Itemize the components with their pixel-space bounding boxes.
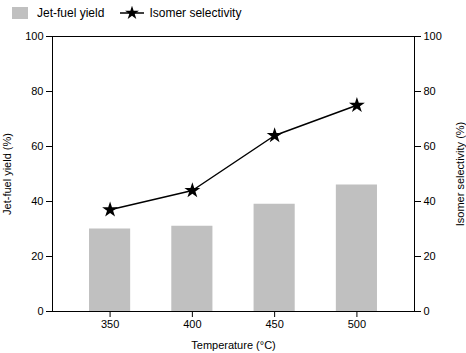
html-text:Isomer selectivity: Isomer selectivity xyxy=(149,6,242,20)
svg-text:Isomer selectivity (%): Isomer selectivity (%) xyxy=(454,122,466,227)
svg-text:40: 40 xyxy=(31,195,43,207)
svg-text:20: 20 xyxy=(31,250,43,262)
svg-text:0: 0 xyxy=(37,305,43,317)
svg-text:Temperature (°C): Temperature (°C) xyxy=(191,339,275,351)
svg-text:100: 100 xyxy=(424,30,442,42)
svg-text:40: 40 xyxy=(424,195,436,207)
html-text:Jet-fuel yield: Jet-fuel yield xyxy=(37,6,105,20)
svg-text:60: 60 xyxy=(424,140,436,152)
svg-text:80: 80 xyxy=(424,85,436,97)
svg-text:20: 20 xyxy=(424,250,436,262)
svg-text:400: 400 xyxy=(183,318,201,330)
svg-text:100: 100 xyxy=(25,30,43,42)
svg-text:450: 450 xyxy=(265,318,283,330)
svg-text:60: 60 xyxy=(31,140,43,152)
svg-text:350: 350 xyxy=(101,318,119,330)
svg-text:Jet-fuel yield (%): Jet-fuel yield (%) xyxy=(1,133,13,215)
svg-text:0: 0 xyxy=(424,305,430,317)
svg-text:500: 500 xyxy=(348,318,366,330)
svg-text:80: 80 xyxy=(31,85,43,97)
